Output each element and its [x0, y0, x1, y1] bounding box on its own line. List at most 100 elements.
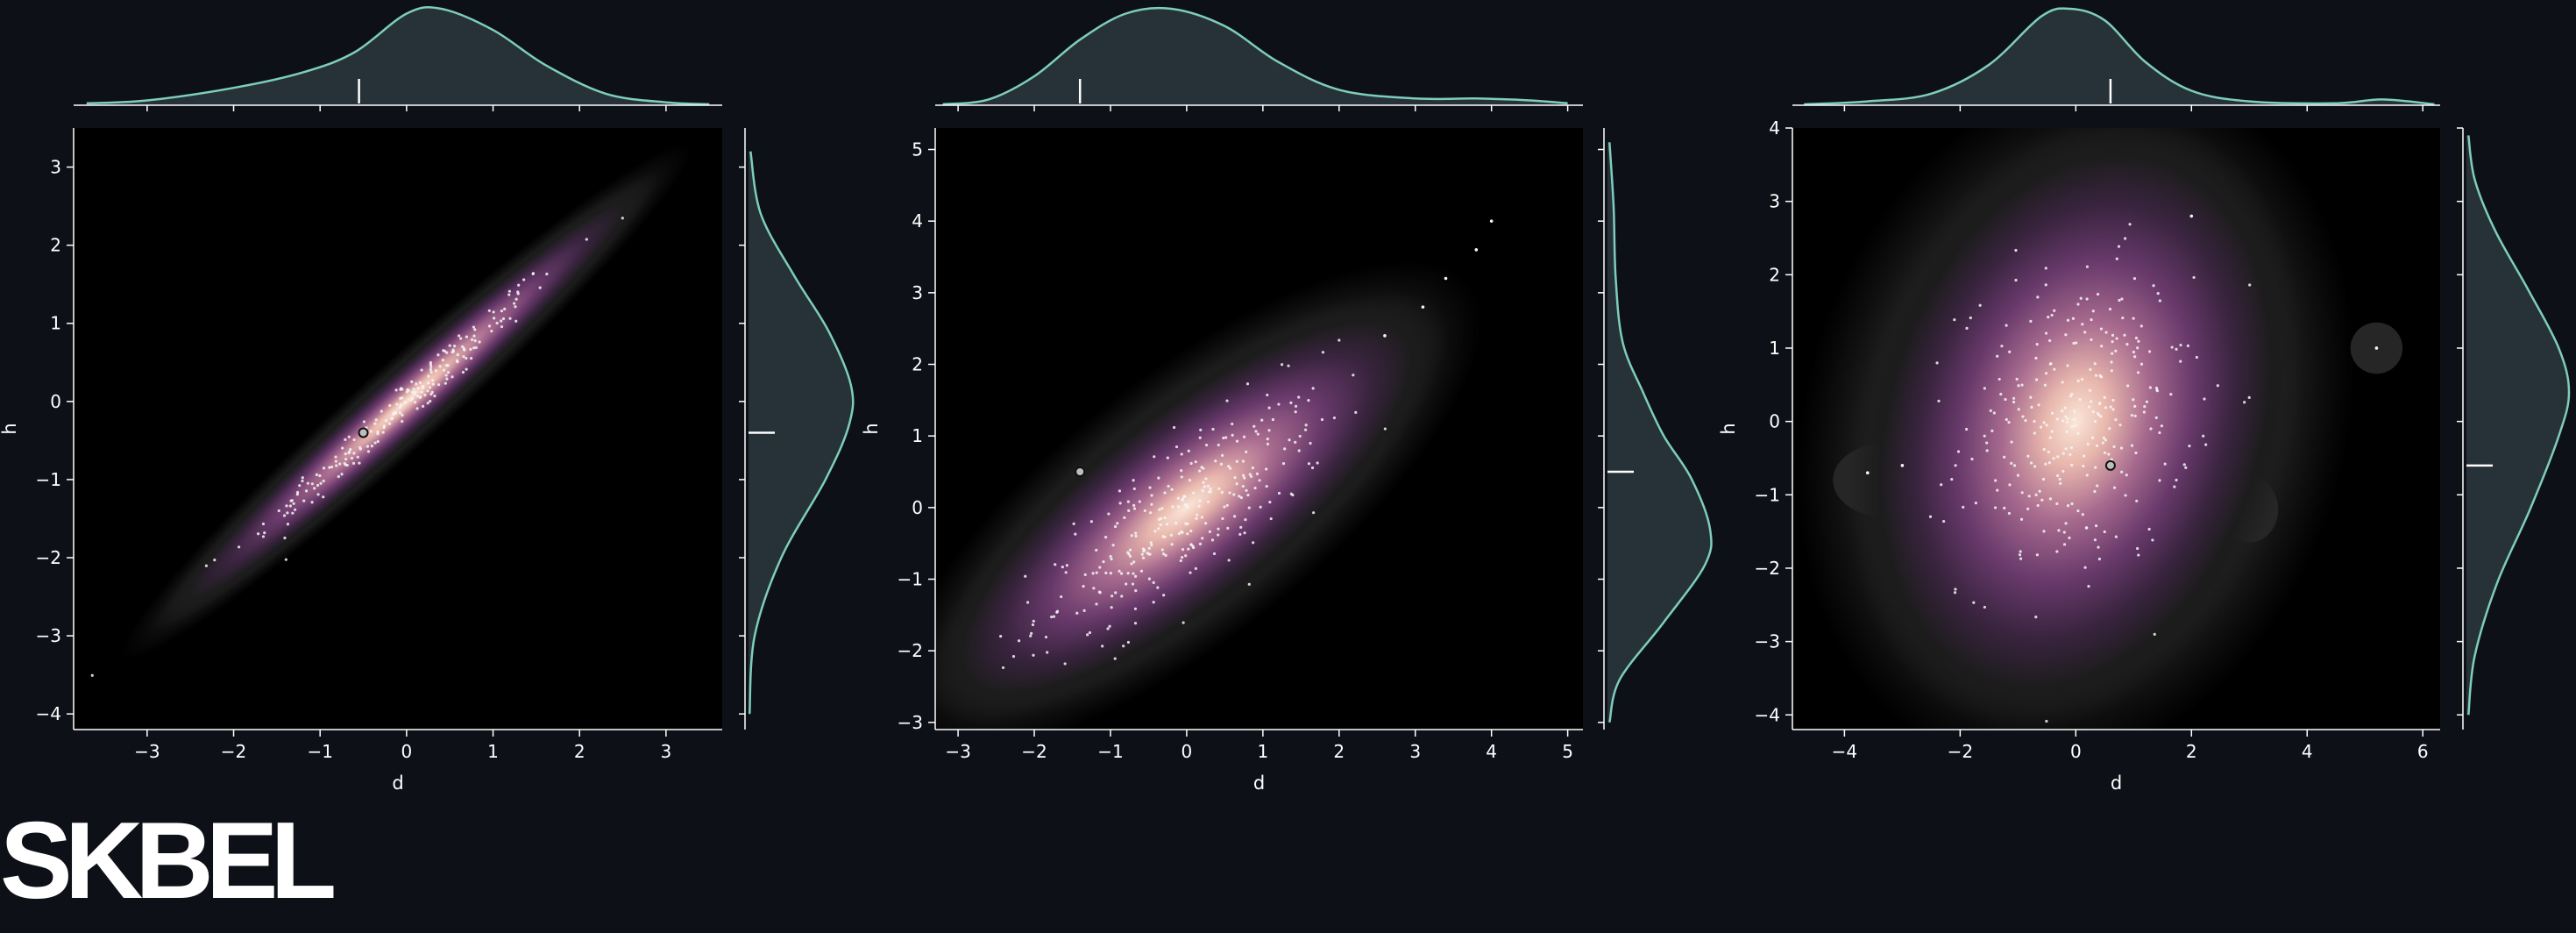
scatter-point — [1248, 473, 1252, 476]
scatter-point — [2047, 315, 2050, 319]
scatter-point — [1312, 511, 1316, 515]
scatter-point — [433, 395, 436, 398]
scatter-point — [2026, 454, 2030, 458]
scatter-point — [2109, 405, 2112, 409]
scatter-point — [1978, 303, 1982, 307]
scatter-point — [421, 384, 425, 388]
scatter-point — [1181, 531, 1184, 534]
scatter-point — [2047, 450, 2050, 454]
scatter-point — [2035, 553, 2039, 557]
scatter-point — [306, 481, 309, 485]
scatter-point — [2088, 388, 2092, 392]
scatter-point — [322, 495, 325, 499]
scatter-point — [2123, 237, 2127, 240]
scatter-point — [2090, 400, 2093, 403]
scatter-point — [291, 511, 295, 515]
scatter-point — [1188, 479, 1192, 482]
scatter-point — [380, 410, 383, 413]
scatter-point — [1900, 464, 1905, 467]
scatter-point — [507, 289, 511, 293]
scatter-point — [2039, 425, 2043, 429]
scatter-point — [423, 393, 427, 397]
scatter-point — [508, 317, 512, 320]
scatter-point — [1238, 532, 1242, 537]
scatter-point — [1280, 363, 1284, 367]
scatter-point — [2101, 441, 2104, 445]
y-tick-label: 0 — [912, 497, 923, 518]
scatter-point — [445, 377, 449, 381]
scatter-point — [2175, 478, 2178, 482]
scatter-point — [1221, 516, 1224, 521]
scatter-point — [2104, 406, 2108, 410]
scatter-point — [2074, 424, 2077, 427]
scatter-point — [315, 473, 319, 476]
scatter-point — [1226, 526, 1230, 530]
scatter-point — [472, 346, 476, 350]
scatter-point — [1181, 548, 1185, 552]
scatter-point — [2000, 345, 2004, 348]
scatter-point — [1082, 609, 1086, 612]
scatter-point — [1169, 533, 1173, 537]
scatter-point — [1126, 572, 1130, 575]
scatter-point — [2133, 404, 2137, 408]
scatter-point — [1017, 639, 1021, 643]
scatter-point — [1101, 645, 1104, 648]
scatter-point — [2189, 214, 2194, 218]
scatter-point — [2094, 466, 2097, 469]
scatter-point — [2070, 502, 2074, 506]
scatter-point — [2048, 362, 2052, 366]
scatter-point — [1294, 440, 1297, 444]
scatter-point — [322, 479, 325, 483]
scatter-point — [2085, 265, 2090, 268]
scatter-point — [2142, 410, 2146, 414]
scatter-point — [1150, 502, 1153, 506]
y-tick-label: 3 — [912, 282, 923, 303]
scatter-point — [1166, 456, 1169, 459]
y-tick-label: 3 — [50, 157, 61, 178]
scatter-point — [394, 410, 398, 415]
scatter-point — [2081, 513, 2084, 516]
scatter-point — [2132, 317, 2135, 320]
scatter-point — [1954, 588, 1957, 591]
density-core — [153, 171, 661, 632]
scatter-point — [2128, 223, 2132, 226]
scatter-point — [2163, 462, 2167, 466]
scatter-point — [2132, 398, 2135, 402]
scatter-point — [1149, 511, 1153, 515]
density-core — [1848, 128, 2303, 730]
scatter-point — [387, 422, 392, 425]
scatter-point — [2012, 464, 2017, 467]
scatter-point — [456, 353, 459, 357]
scatter-points — [999, 219, 1494, 670]
scatter-point — [1217, 527, 1220, 531]
scatter-point — [1243, 476, 1246, 480]
scatter-point — [446, 364, 450, 367]
scatter-point — [1201, 489, 1204, 493]
scatter-point — [1217, 533, 1220, 537]
scatter-point — [2042, 421, 2046, 424]
scatter-point — [2080, 378, 2084, 381]
scatter-point — [453, 345, 457, 348]
scatter-point — [1865, 471, 1870, 474]
scatter-point — [2062, 531, 2066, 534]
scatter-point — [362, 420, 366, 424]
scatter-point — [1297, 395, 1301, 399]
scatter-point — [1132, 560, 1136, 564]
scatter-point — [2073, 410, 2076, 413]
scatter-point — [514, 297, 518, 301]
scatter-point — [1253, 424, 1256, 428]
y-tick-label: 5 — [912, 139, 923, 160]
scatter-point — [1086, 633, 1089, 637]
scatter-point — [1266, 393, 1269, 397]
scatter-point — [1283, 447, 1287, 451]
scatter-point — [366, 450, 371, 453]
scatter-point — [1157, 527, 1160, 531]
scatter-point — [298, 484, 302, 488]
x-tick-label: 1 — [1257, 741, 1268, 762]
scatter-point — [1227, 465, 1231, 468]
scatter-point — [2008, 483, 2012, 487]
scatter-point — [2202, 434, 2205, 438]
scatter-point — [487, 324, 492, 328]
scatter-point — [1164, 553, 1167, 557]
scatter-point — [2066, 504, 2070, 508]
